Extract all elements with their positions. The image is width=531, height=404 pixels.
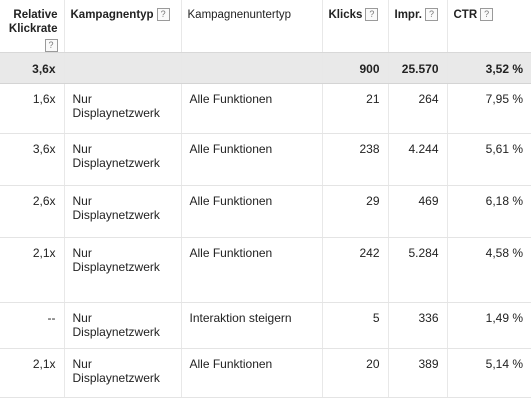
cell-relative-ctr: 2,1x: [0, 237, 65, 303]
column-header-relative-ctr[interactable]: Relative Klickrate ?: [0, 0, 65, 53]
cell-clicks: 29: [322, 185, 389, 238]
cell-campaign-subtype: Alle Funktionen: [181, 185, 323, 238]
cell-ctr: 5,61 %: [447, 133, 531, 186]
cell-campaign-subtype: Alle Funktionen: [181, 237, 323, 303]
column-header-label: Klicks: [328, 9, 363, 21]
cell-ctr: 6,18 %: [447, 185, 531, 238]
cell-impressions: 389: [388, 348, 448, 398]
cell-campaign-type: Nur Displaynetzwerk: [64, 302, 182, 349]
cell-impressions: 4.244: [388, 133, 448, 186]
table-row: -- Nur Displaynetzwerk Interaktion steig…: [0, 302, 531, 349]
column-header-clicks[interactable]: Klicks?: [322, 0, 389, 53]
help-icon[interactable]: ?: [44, 39, 58, 52]
cell-relative-ctr: 2,6x: [0, 185, 65, 238]
table-row: 2,6x Nur Displaynetzwerk Alle Funktionen…: [0, 185, 531, 238]
cell-clicks: 238: [322, 133, 389, 186]
cell-ctr: 4,58 %: [447, 237, 531, 303]
cell-clicks: 21: [322, 83, 389, 134]
cell-relative-ctr: 2,1x: [0, 348, 65, 398]
help-icon[interactable]: ?: [480, 8, 494, 21]
cell-impressions: 336: [388, 302, 448, 349]
table-header: Relative Klickrate ? Kampagnentyp? Kampa…: [0, 0, 531, 53]
column-header-label: Relative Klickrate: [8, 9, 58, 35]
table-body: 3,6x 900 25.570 3,52 % 1,6x Nur Displayn…: [0, 52, 531, 398]
column-header-impressions[interactable]: Impr.?: [388, 0, 448, 53]
column-header-campaign-type[interactable]: Kampagnentyp?: [64, 0, 182, 53]
cell-ctr: 1,49 %: [447, 302, 531, 349]
cell-campaign-subtype: Alle Funktionen: [181, 348, 323, 398]
cell-relative-ctr: 3,6x: [0, 133, 65, 186]
total-relative-ctr: 3,6x: [0, 52, 65, 84]
cell-campaign-type: Nur Displaynetzwerk: [64, 83, 182, 134]
cell-campaign-type: Nur Displaynetzwerk: [64, 348, 182, 398]
column-header-label: Kampagnenuntertyp: [187, 9, 292, 21]
total-campaign-subtype: [181, 52, 323, 84]
cell-impressions: 5.284: [388, 237, 448, 303]
total-ctr: 3,52 %: [447, 52, 531, 84]
total-campaign-type: [64, 52, 182, 84]
column-header-label: Kampagnentyp: [70, 9, 154, 21]
help-icon[interactable]: ?: [424, 8, 438, 21]
column-header-label: CTR: [453, 9, 478, 21]
cell-campaign-type: Nur Displaynetzwerk: [64, 237, 182, 303]
cell-campaign-type: Nur Displaynetzwerk: [64, 185, 182, 238]
cell-clicks: 242: [322, 237, 389, 303]
column-header-ctr[interactable]: CTR?: [447, 0, 531, 53]
cell-campaign-subtype: Alle Funktionen: [181, 83, 323, 134]
header-row: Relative Klickrate ? Kampagnentyp? Kampa…: [0, 0, 531, 53]
help-icon[interactable]: ?: [365, 8, 379, 21]
table-row: 2,1x Nur Displaynetzwerk Alle Funktionen…: [0, 237, 531, 303]
column-header-label: Impr.: [394, 9, 422, 21]
cell-campaign-subtype: Alle Funktionen: [181, 133, 323, 186]
total-clicks: 900: [322, 52, 389, 84]
cell-campaign-subtype: Interaktion steigern: [181, 302, 323, 349]
cell-clicks: 20: [322, 348, 389, 398]
cell-impressions: 264: [388, 83, 448, 134]
cell-clicks: 5: [322, 302, 389, 349]
column-header-campaign-subtype[interactable]: Kampagnenuntertyp: [181, 0, 323, 53]
cell-impressions: 469: [388, 185, 448, 238]
cell-ctr: 5,14 %: [447, 348, 531, 398]
table-row: 1,6x Nur Displaynetzwerk Alle Funktionen…: [0, 83, 531, 134]
cell-ctr: 7,95 %: [447, 83, 531, 134]
cell-relative-ctr: --: [0, 302, 65, 349]
total-row: 3,6x 900 25.570 3,52 %: [0, 52, 531, 84]
total-impressions: 25.570: [388, 52, 448, 84]
table-row: 3,6x Nur Displaynetzwerk Alle Funktionen…: [0, 133, 531, 186]
help-icon[interactable]: ?: [156, 8, 170, 21]
cell-relative-ctr: 1,6x: [0, 83, 65, 134]
cell-campaign-type: Nur Displaynetzwerk: [64, 133, 182, 186]
table-row: 2,1x Nur Displaynetzwerk Alle Funktionen…: [0, 348, 531, 398]
